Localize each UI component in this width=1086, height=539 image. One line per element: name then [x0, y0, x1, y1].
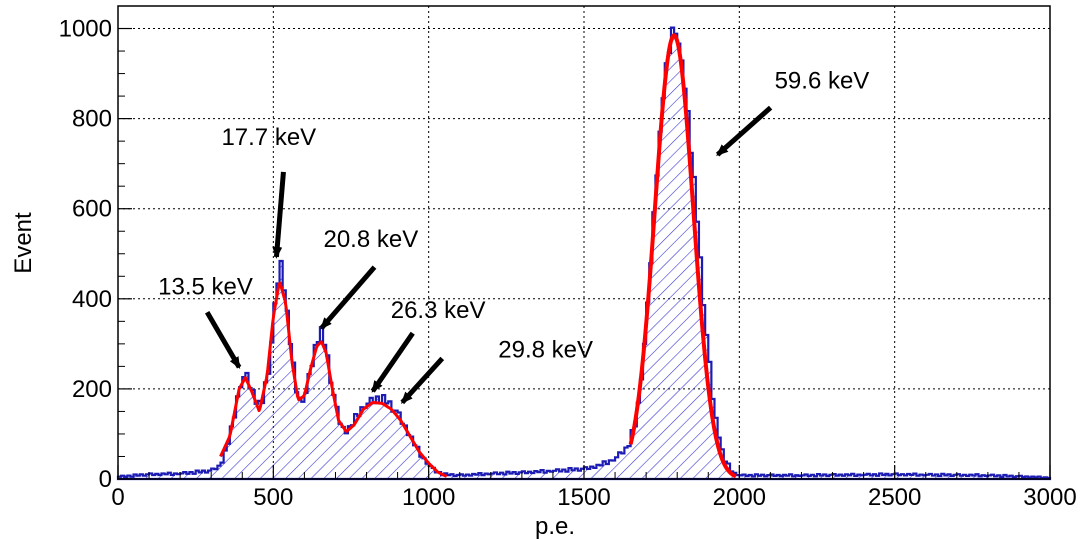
peak-energy-label: 59.6 keV [775, 68, 870, 95]
annotation-arrow [204, 311, 242, 370]
photopeak-fit-curve [628, 33, 737, 479]
axis-ticks: 0 500 1000 1500 2000 2500 3000 0 200 400 600 800 100… [59, 16, 1077, 511]
x-tick-label: 0 [111, 484, 124, 511]
y-tick-label: 400 [72, 286, 112, 313]
peak-energy-label: 20.8 keV [323, 226, 418, 253]
y-tick-label: 200 [72, 376, 112, 403]
x-tick-label: 1500 [557, 484, 610, 511]
annotation-arrow [272, 171, 286, 259]
y-tick-label: 800 [72, 106, 112, 133]
x-tick-label: 1000 [402, 484, 455, 511]
y-tick-label: 0 [99, 466, 112, 493]
annotation-arrow [370, 331, 415, 393]
y-tick-label: 600 [72, 196, 112, 223]
x-tick-label: 2000 [713, 484, 766, 511]
peak-energy-label: 29.8 keV [498, 336, 593, 363]
peak-energy-label: 13.5 keV [158, 273, 253, 300]
low-energy-fit-curve [219, 281, 448, 478]
x-tick-label: 3000 [1023, 484, 1076, 511]
peak-annotations: 13.5 keV 17.7 keV 20.8 keV 26.3 keV 29.8 keV… [158, 68, 870, 405]
annotation-arrow [319, 265, 377, 330]
grid-lines [118, 6, 1050, 479]
peak-energy-label: 17.7 keV [221, 124, 316, 151]
peak-energy-label: 26.3 keV [391, 297, 486, 324]
fit-curve-layer [219, 33, 737, 479]
y-axis-title: Event [10, 212, 37, 274]
annotation-arrow [400, 356, 445, 405]
y-tick-label: 1000 [59, 16, 112, 43]
x-tick-label: 2500 [868, 484, 921, 511]
x-tick-label: 500 [253, 484, 293, 511]
x-axis-title: p.e. [535, 513, 575, 539]
annotation-arrow [715, 105, 773, 157]
